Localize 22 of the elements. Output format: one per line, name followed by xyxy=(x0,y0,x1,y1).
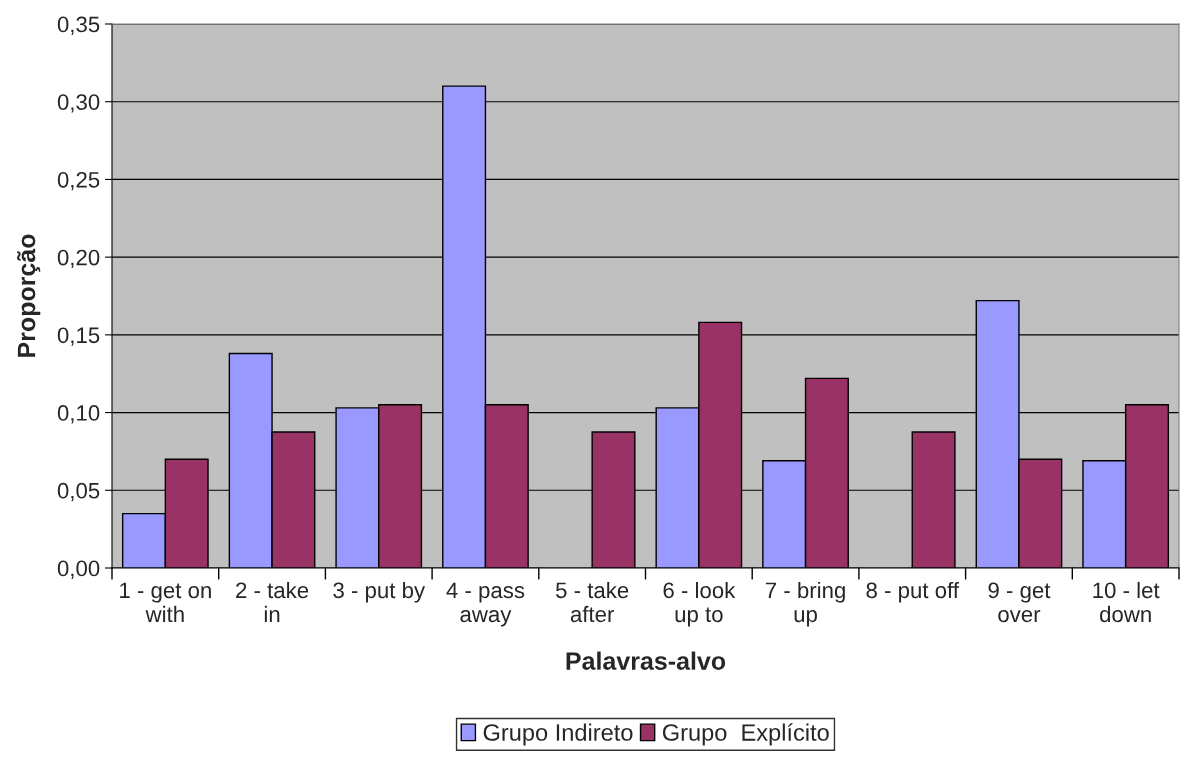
x-tick-label: 9 - get over xyxy=(988,582,1051,623)
x-tick-label: 2 - take in xyxy=(236,581,309,622)
x-tick-label: 1 - get on with xyxy=(120,582,211,623)
x-tick-label: 4 - pass away xyxy=(446,582,525,627)
x-tick-label: 8 - put off xyxy=(866,581,960,603)
x-tick-label: 3 - put by xyxy=(333,581,426,603)
y-tick-label: 0,20 xyxy=(57,249,100,269)
y-tick-label: 0,10 xyxy=(57,405,100,424)
y-tick-label: 0,35 xyxy=(57,16,100,35)
x-tick-label: 5 - take after xyxy=(555,581,629,623)
y-tick-label: 0,05 xyxy=(57,482,100,502)
y-tick-label: 0,15 xyxy=(57,327,100,346)
y-tick-label: 0,25 xyxy=(57,171,100,191)
x-tick-label: 10 - let down xyxy=(1093,581,1160,623)
x-tick-label: 7 - bring up xyxy=(765,581,845,627)
x-tick-label: 6 - look up to xyxy=(663,581,736,627)
legend-label: Grupo Explícito xyxy=(662,723,829,746)
x-axis-title: Palavras-alvo xyxy=(566,651,726,670)
y-tick-label: 0,00 xyxy=(57,560,100,579)
y-tick-label: 0,30 xyxy=(57,94,100,113)
legend-label: Grupo Indireto xyxy=(483,723,633,746)
y-axis-title: Proporção xyxy=(17,234,41,357)
